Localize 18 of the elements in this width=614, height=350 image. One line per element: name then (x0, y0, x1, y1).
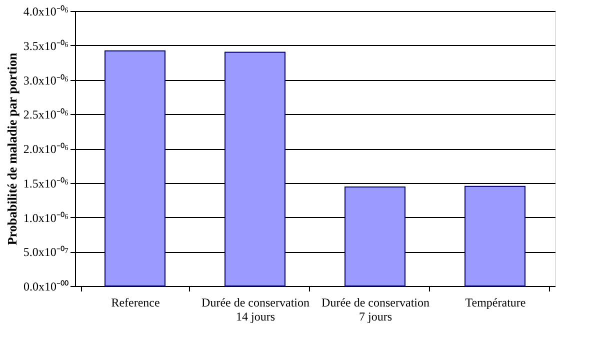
y-tick-label: 3.0x10⁻⁰⁶ (23, 73, 68, 88)
bar (224, 52, 286, 286)
y-tick-label: 0.0x10⁻⁰⁰ (24, 280, 68, 294)
y-tick-label: 2.0x10⁻⁰⁶ (23, 142, 68, 156)
y-tick-label: 3.5x10⁻⁰⁶ (23, 38, 68, 53)
x-tick-label: Reference (111, 296, 160, 310)
x-tick-label: Température (465, 296, 526, 310)
y-tick-label: 4.0x10⁻⁰⁶ (23, 4, 68, 18)
x-tick-label: Durée de conservation 7 jours (322, 296, 430, 324)
bar (104, 50, 166, 286)
y-tick-label: 2.5x10⁻⁰⁶ (23, 108, 68, 122)
y-tick-label: 5.0x10⁻⁰⁷ (23, 245, 68, 260)
x-tick-label: Durée de conservation 14 jours (202, 296, 310, 324)
y-tick-label: 1.0x10⁻⁰⁶ (23, 210, 68, 225)
bar (464, 186, 526, 286)
y-tick-label: 1.5x10⁻⁰⁶ (23, 176, 68, 190)
y-axis-title: Probabilité de maladie par portion (4, 52, 20, 246)
bar (344, 186, 406, 286)
